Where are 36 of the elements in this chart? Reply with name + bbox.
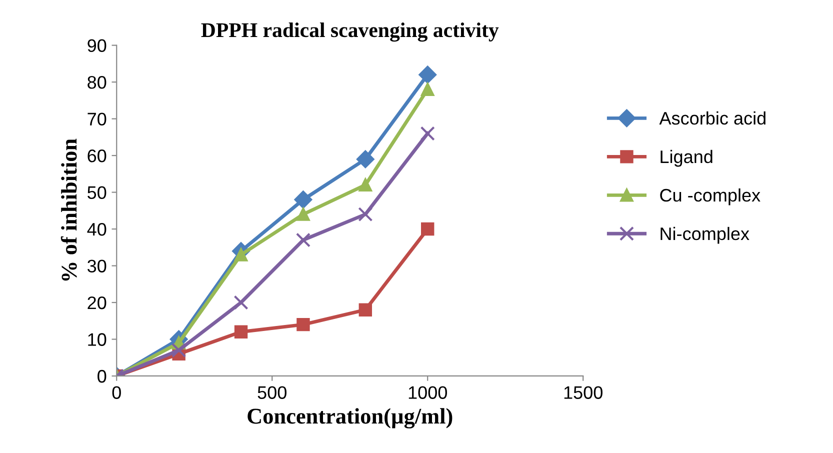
y-tick-label: 20	[88, 296, 106, 310]
y-tick-label: 30	[88, 260, 106, 272]
y-tick-label: 10	[88, 333, 106, 346]
legend-label: Ligand	[660, 150, 712, 167]
y-tick-label: 60	[88, 149, 106, 162]
x-tick-label: 500	[258, 386, 286, 399]
point	[296, 208, 310, 221]
point	[421, 222, 434, 236]
x-tick-label: 1500	[564, 386, 602, 399]
point	[358, 303, 372, 316]
legend-label: Cu -complex	[660, 188, 760, 206]
y-tick-label: 70	[88, 112, 106, 126]
legend-label: Ascorbic acid	[659, 111, 766, 125]
y-axis-title: % of inhibition	[60, 138, 77, 281]
y-tick-label: 90	[88, 39, 106, 52]
point	[172, 342, 186, 358]
point	[234, 295, 248, 310]
point	[296, 318, 310, 332]
point	[356, 150, 374, 168]
legend-label: Ni-complex	[660, 226, 750, 244]
point	[294, 190, 312, 209]
x-axis-title: Concentration(µg/ml)	[248, 408, 452, 428]
point	[234, 325, 248, 338]
y-tick-label: 80	[88, 76, 106, 89]
point	[296, 232, 311, 248]
point	[358, 178, 372, 192]
y-tick-label: 0	[98, 370, 106, 383]
point	[420, 126, 435, 141]
point	[421, 82, 434, 96]
point	[418, 66, 437, 84]
x-tick-label: 0	[112, 386, 121, 399]
chart-title: DPPH radical scavenging activity	[201, 22, 499, 42]
y-tick-label: 40	[87, 222, 106, 236]
x-tick-label: 1000	[408, 386, 447, 399]
point	[358, 207, 373, 222]
y-tick-label: 50	[88, 186, 106, 199]
